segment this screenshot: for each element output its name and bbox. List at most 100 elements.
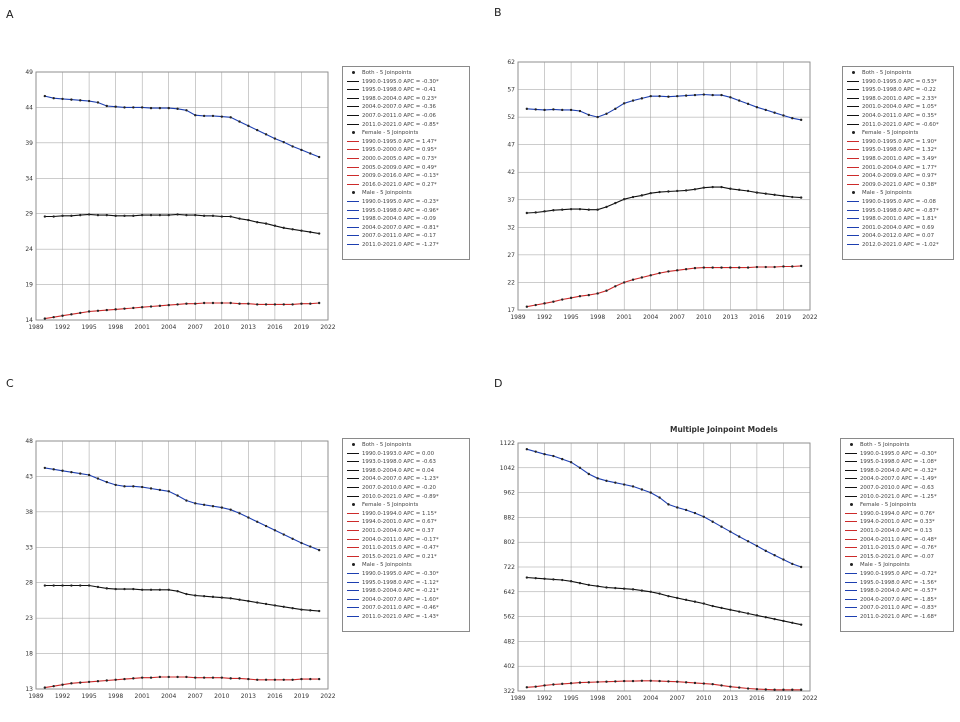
legend-label: 2004.0-2007.0 APC = -1.60* — [362, 596, 439, 603]
both-data-point — [185, 592, 188, 596]
both-data-point — [755, 191, 759, 194]
female-data-point — [799, 264, 803, 268]
both-data-point — [167, 213, 170, 217]
x-tick-label: 2022 — [802, 695, 817, 702]
x-tick-label: 2001 — [617, 314, 632, 321]
female-data-point — [693, 266, 697, 270]
male-data-point — [114, 483, 117, 487]
both-series-line — [44, 213, 320, 235]
male-data-point — [309, 545, 312, 548]
both-data-point — [264, 222, 268, 225]
male-data-point — [791, 562, 794, 566]
legend-entry: 1990.0-1995.0 APC = -0.30* — [346, 78, 466, 87]
female-data-point — [79, 681, 82, 684]
both-data-point — [614, 201, 617, 205]
both-data-point — [720, 185, 723, 189]
female-data-point — [220, 676, 224, 679]
male-data-point — [176, 107, 179, 111]
legend-entry: 2007.0-2011.0 APC = -0.06 — [346, 112, 466, 121]
legend-line-icon — [844, 510, 858, 519]
female-data-point — [309, 302, 312, 305]
both-data-point — [96, 585, 100, 589]
male-data-point — [578, 109, 582, 113]
female-data-point — [543, 302, 546, 305]
legend-line-icon — [844, 536, 858, 545]
male-data-point — [211, 504, 215, 508]
both-data-point — [569, 580, 573, 583]
female-data-point — [587, 293, 590, 297]
female-data-point — [684, 268, 688, 271]
legend-label: 1998.0-2004.0 APC = 0.23* — [362, 95, 437, 102]
legend-line-icon — [846, 172, 860, 181]
female-data-point — [202, 676, 206, 679]
both-data-point — [729, 608, 732, 611]
male-data-point — [247, 124, 250, 128]
legend-line-icon — [346, 587, 360, 596]
x-tick-label: 1992 — [537, 314, 552, 321]
legend-label: Male - 5 Joinpoints — [362, 190, 412, 197]
both-data-point — [220, 596, 224, 599]
male-data-point — [693, 93, 697, 97]
female-data-point — [247, 677, 250, 681]
panel-a: A 14 19 24 29 34 39 44 49 1989 1992 1995 1998 2001 20… — [0, 0, 480, 361]
female-data-point — [640, 679, 644, 682]
y-tick-label: 39 — [25, 140, 33, 147]
male-data-point — [746, 102, 750, 106]
both-data-point — [238, 598, 241, 601]
male-data-point — [587, 113, 590, 117]
male-series-line — [44, 467, 320, 551]
male-data-point — [755, 544, 759, 548]
legend-entry: 2004.0-2007.0 APC = -1.85* — [844, 596, 950, 605]
both-data-point — [676, 189, 679, 193]
legend-entry: 2015.0-2021.0 APC = 0.21* — [346, 553, 466, 562]
male-data-point — [578, 466, 582, 469]
female-data-point — [52, 315, 55, 319]
chart-plot: 322 402 482 562 642 722 802 882 962 1042 1122 1989 1… — [500, 440, 818, 702]
male-data-point — [158, 106, 162, 110]
legend-dot-icon — [346, 501, 360, 510]
legend-line-icon — [844, 596, 858, 605]
legend-label: 2001.0-2004.0 APC = 1.05* — [862, 104, 937, 111]
both-data-point — [552, 578, 555, 581]
female-data-point — [622, 679, 626, 683]
male-data-point — [587, 472, 590, 476]
both-data-point — [755, 614, 759, 617]
legend-entry: 2001.0-2004.0 APC = 1.77* — [846, 164, 950, 173]
female-data-point — [569, 296, 573, 300]
male-data-point — [309, 152, 312, 155]
legend-group-header: Both - 5 Joinpoints — [346, 441, 466, 450]
legend-entry: 2011.0-2021.0 APC = -1.27* — [346, 241, 466, 250]
legend-entry: 2010.0-2021.0 APC = -1.25* — [844, 493, 950, 502]
y-tick-label: 47 — [507, 142, 515, 149]
x-tick-label: 2016 — [267, 324, 282, 331]
legend-label: 2009.0-2021.0 APC = 0.38* — [862, 181, 937, 188]
female-data-point — [256, 678, 259, 681]
legend-label: 1994.0-2001.0 APC = 0.67* — [362, 519, 437, 526]
male-data-point — [720, 93, 723, 97]
legend-line-icon — [346, 475, 360, 484]
legend-line-icon — [346, 604, 360, 613]
female-data-point — [676, 269, 679, 272]
male-data-point — [132, 485, 135, 488]
male-data-point — [238, 512, 241, 515]
legend-label: 1990.0-1995.0 APC = -0.30* — [860, 450, 937, 457]
both-data-point — [693, 600, 697, 603]
legend-entry: 1995.0-1998.0 APC = -0.87* — [846, 207, 950, 216]
both-data-point — [114, 214, 117, 218]
legend-label: 2007.0-2011.0 APC = -0.83* — [860, 605, 937, 612]
chart-plot: 13 18 23 28 33 38 43 48 1989 1992 1995 1998 2001 2004… — [25, 438, 335, 700]
legend-entry: 2015.0-2021.0 APC = -0.07 — [844, 553, 950, 562]
legend-label: 2012.0-2021.0 APC = -1.02* — [862, 241, 939, 248]
legend-line-icon — [844, 527, 858, 536]
legend-line-icon — [844, 553, 858, 562]
legend-label: 2011.0-2021.0 APC = -0.85* — [362, 121, 439, 128]
legend-entry: 2005.0-2009.0 APC = 0.49* — [346, 164, 466, 173]
male-series-line — [526, 93, 802, 121]
both-data-point — [79, 584, 82, 587]
male-data-point — [649, 491, 652, 494]
y-tick-label: 18 — [25, 651, 33, 658]
legend-line-icon — [844, 570, 858, 579]
both-data-point — [247, 599, 250, 603]
male-data-point — [105, 480, 108, 484]
both-data-point — [167, 588, 170, 591]
